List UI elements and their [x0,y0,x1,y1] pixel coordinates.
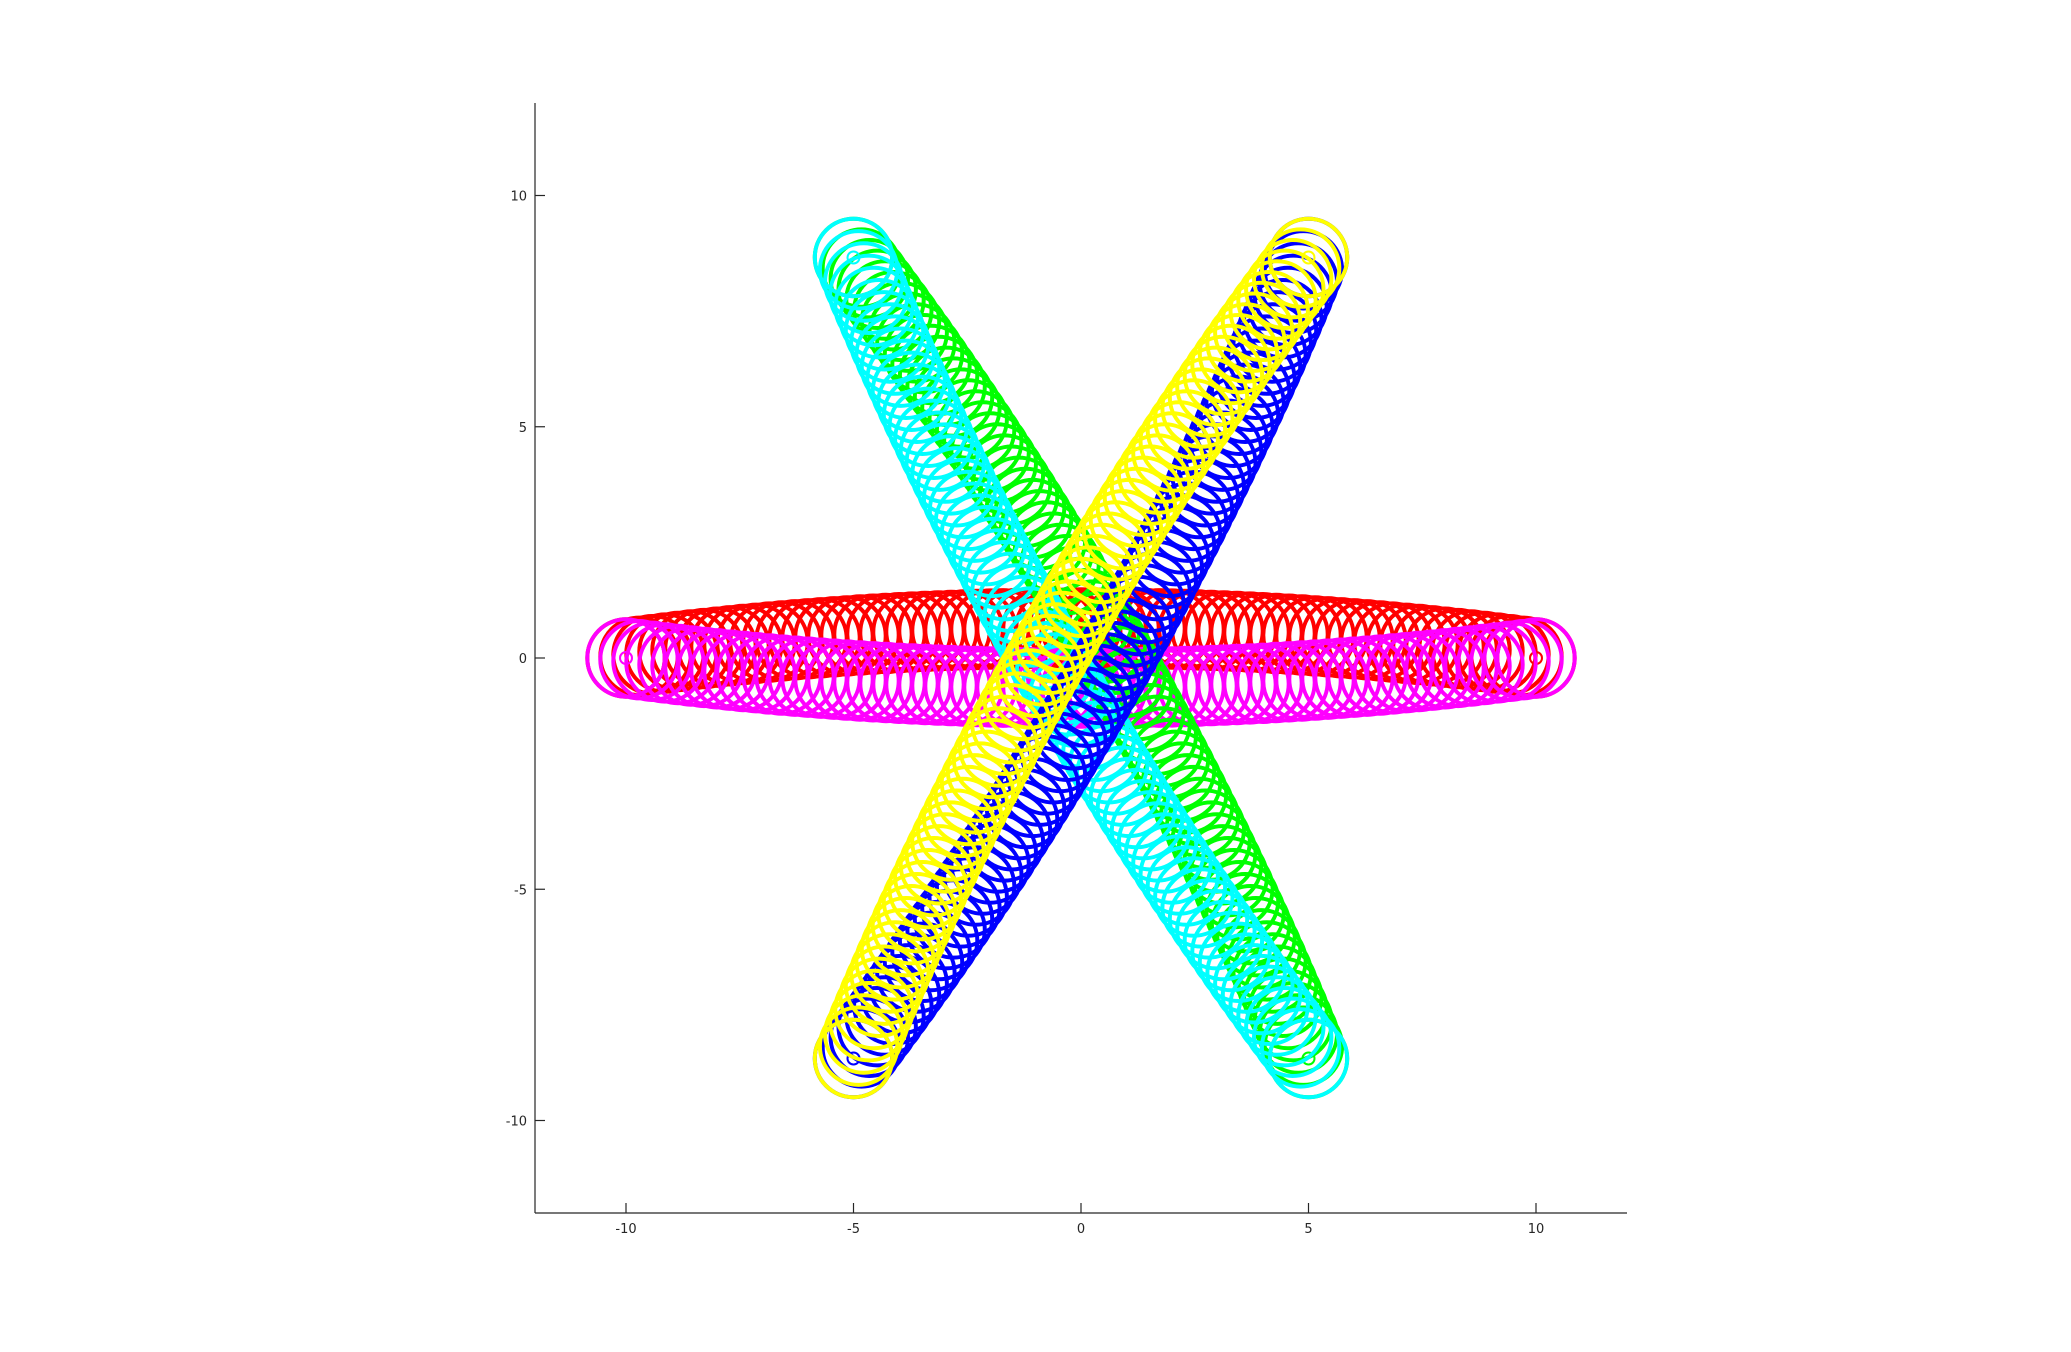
ring-marker [945,729,1028,811]
ring-marker [910,800,992,882]
ring-marker [828,996,910,1079]
ring-marker [1252,238,1334,320]
x-tick-label: 10 [1528,1222,1545,1237]
ring-marker [1205,932,1287,1014]
ring-marker [887,848,969,930]
y-tick-label: 5 [519,421,527,436]
ring-marker [1267,216,1350,299]
ring-marker [898,410,981,492]
x-tick-label: 5 [1304,1222,1312,1237]
ring-marker [1182,899,1265,982]
ring-marker [893,836,975,918]
start-point-marker [846,250,861,265]
start-point-marker [1301,1051,1316,1066]
ring-marker [1259,227,1342,309]
ring-marker [898,824,981,906]
ring-marker [1213,291,1295,373]
y-tick-label: 0 [519,652,527,667]
ring-marker [1204,872,1286,954]
ring-marker [1259,1007,1342,1089]
y-tick-label: 10 [510,190,527,205]
y-ticks: -10 -5 0 5 10 [506,190,545,1130]
ring-marker [1236,975,1318,1057]
series-3-rings [812,216,1350,1100]
ring-marker [933,481,1016,563]
ring-marker [881,860,964,942]
x-tick-label: -5 [847,1222,860,1237]
ring-marker [876,362,958,444]
x-tick-label: -10 [615,1222,636,1237]
ring-marker [916,788,998,870]
ring-marker [1252,996,1334,1079]
ring-marker [1244,985,1326,1068]
ring-marker [904,422,986,504]
ring-marker [1267,1017,1350,1100]
ring-marker [828,238,910,320]
ring-marker [1209,884,1292,966]
y-tick-label: -10 [506,1115,527,1130]
ring-marker [817,1005,900,1087]
axes: -10 -5 0 5 10 -10 -5 0 5 10 [506,103,1627,1237]
ring-marker [933,753,1016,835]
y-tick-label: -5 [514,883,527,898]
ring-marker [927,764,1010,847]
ring-marker [1175,889,1257,971]
ring-marker [1220,953,1303,1036]
ring-marker [812,1017,895,1100]
ring-marker [1495,617,1577,699]
ring-marker [1244,248,1326,330]
chart-marks-layer [585,216,1577,1100]
ring-marker [887,386,969,468]
x-ticks: -10 -5 0 5 10 [615,1203,1544,1237]
ring-marker [1190,910,1272,993]
ring-marker [870,350,953,432]
ring-marker [904,812,986,894]
ring-marker [1197,921,1280,1003]
ring-marker [927,469,1010,552]
ring-marker [951,717,1034,800]
ring-marker [881,374,964,456]
ring-marker [921,776,1004,859]
ring-marker [921,457,1004,540]
start-point-marker [1301,250,1316,265]
ring-marker [916,446,998,528]
x-tick-label: 0 [1077,1222,1085,1237]
series-5-rings [812,216,1350,1100]
ring-marker [910,434,992,516]
ring-marker [1220,280,1303,363]
ring-marker [882,313,965,395]
ring-marker [893,398,975,480]
start-point-marker [619,651,633,665]
ring-marker [890,323,972,406]
ring-marker [1228,964,1310,1046]
ring-marker [1213,943,1295,1025]
ring-marker [1236,259,1318,341]
ring-marker [939,741,1022,823]
ring-marker [1228,270,1310,352]
